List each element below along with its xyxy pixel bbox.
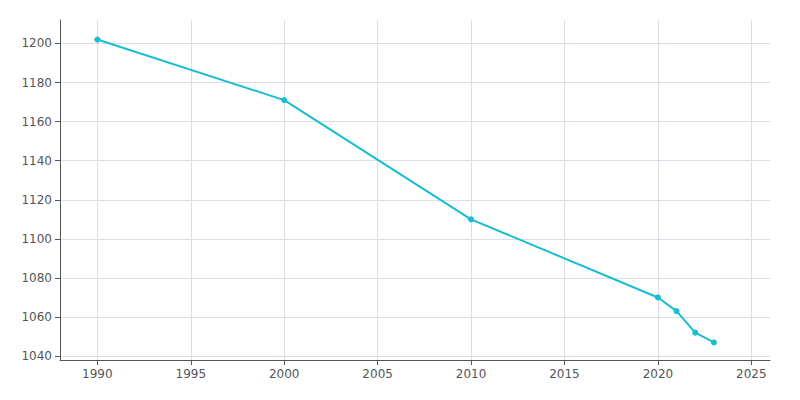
svg-text:1990: 1990 (82, 367, 113, 381)
svg-text:1200: 1200 (21, 36, 52, 50)
svg-text:2000: 2000 (269, 367, 300, 381)
svg-text:1180: 1180 (21, 76, 52, 90)
svg-text:1120: 1120 (21, 193, 52, 207)
svg-text:2015: 2015 (549, 367, 580, 381)
svg-text:2020: 2020 (643, 367, 674, 381)
svg-text:1060: 1060 (21, 310, 52, 324)
svg-text:1040: 1040 (21, 349, 52, 363)
svg-text:1100: 1100 (21, 232, 52, 246)
svg-text:2025: 2025 (736, 367, 767, 381)
svg-text:1080: 1080 (21, 271, 52, 285)
svg-text:1140: 1140 (21, 154, 52, 168)
svg-text:2010: 2010 (456, 367, 487, 381)
svg-text:1160: 1160 (21, 115, 52, 129)
svg-text:1995: 1995 (176, 367, 207, 381)
svg-text:2005: 2005 (362, 367, 393, 381)
